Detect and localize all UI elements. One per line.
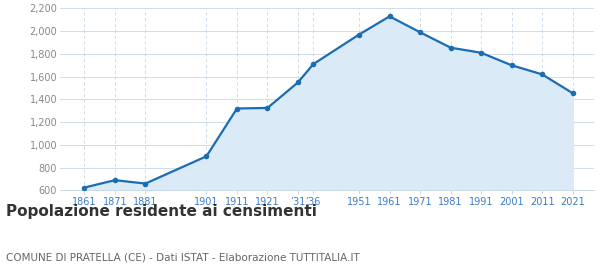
Point xyxy=(232,106,242,111)
Point xyxy=(385,14,394,18)
Point xyxy=(263,106,272,110)
Text: COMUNE DI PRATELLA (CE) - Dati ISTAT - Elaborazione TUTTITALIA.IT: COMUNE DI PRATELLA (CE) - Dati ISTAT - E… xyxy=(6,252,360,262)
Point xyxy=(446,45,455,50)
Point xyxy=(110,178,120,182)
Point xyxy=(354,32,364,37)
Point xyxy=(140,181,150,186)
Point xyxy=(202,154,211,158)
Point xyxy=(415,30,425,34)
Point xyxy=(476,50,486,55)
Point xyxy=(538,72,547,77)
Point xyxy=(568,91,577,95)
Point xyxy=(80,185,89,190)
Point xyxy=(308,62,318,66)
Point xyxy=(293,80,303,85)
Point xyxy=(507,63,517,67)
Text: Popolazione residente ai censimenti: Popolazione residente ai censimenti xyxy=(6,204,317,220)
